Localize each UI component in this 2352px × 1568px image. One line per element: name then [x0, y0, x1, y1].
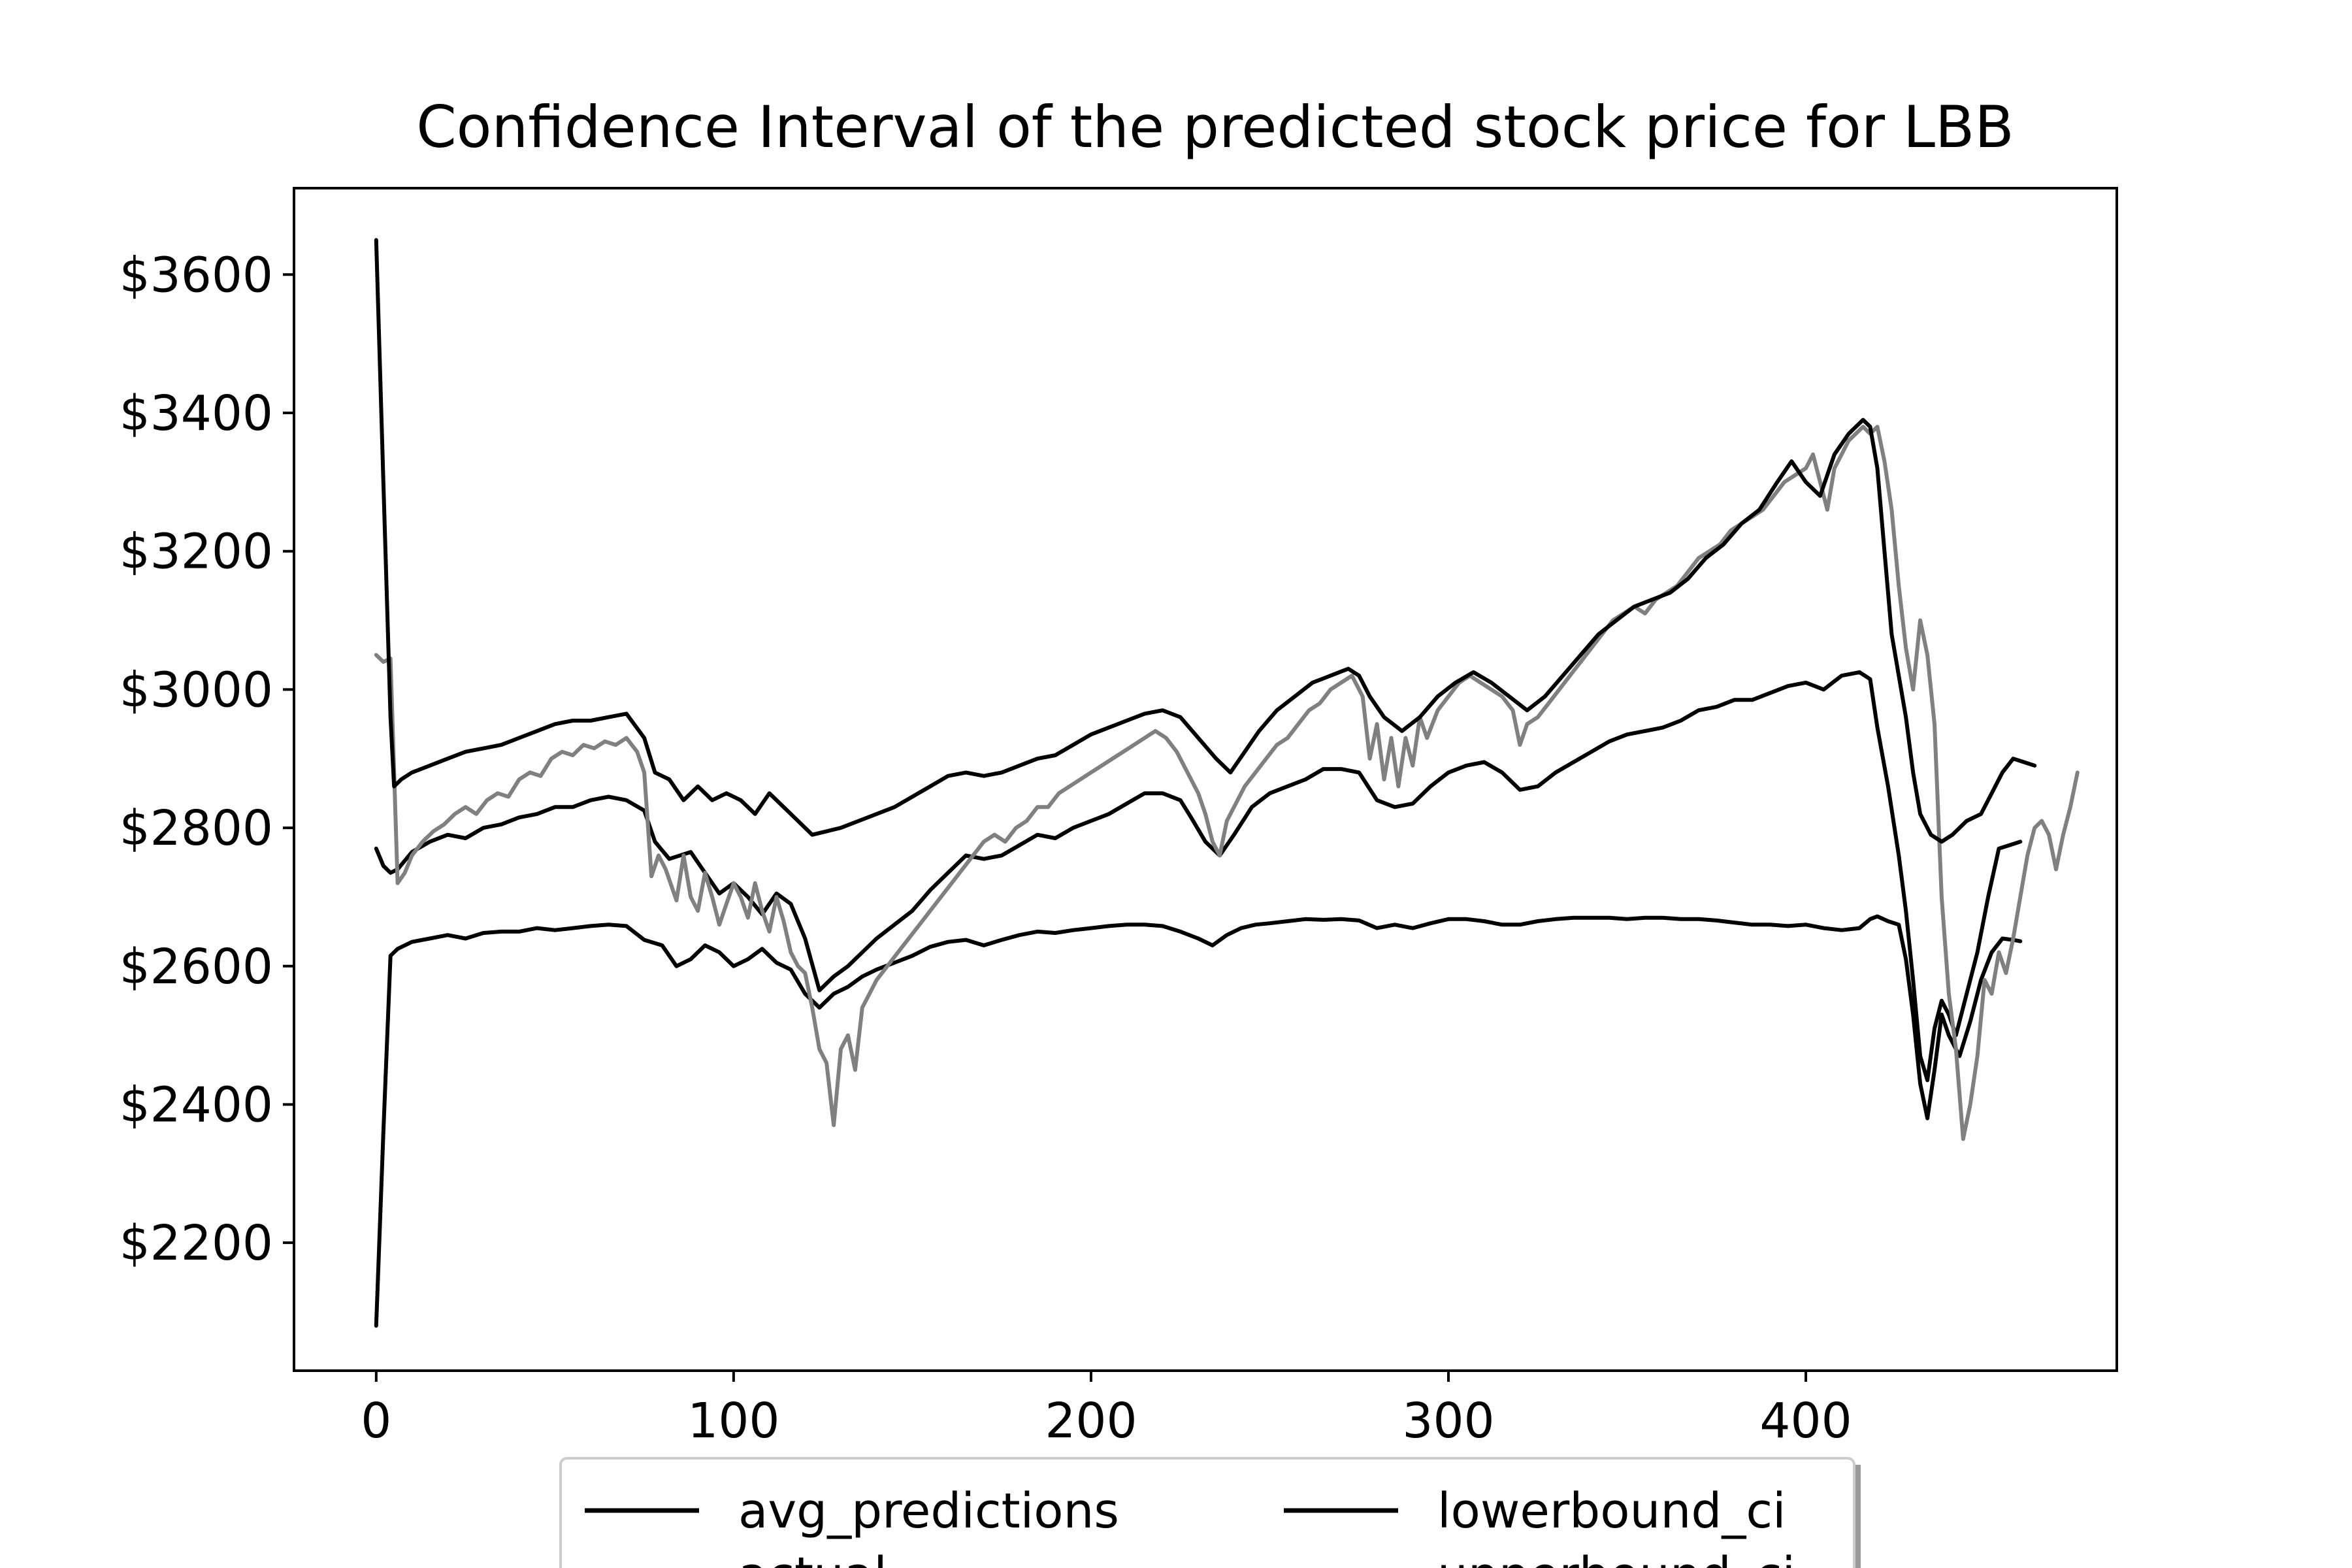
legend: avg_predictions lowerbound_ciactual upperb…	[559, 1457, 1861, 1568]
legend-label-avg-predictions: avg_predictions	[738, 1483, 1119, 1539]
x-tick-label: 400	[1759, 1393, 1852, 1449]
plot-area-frame	[293, 187, 2118, 1372]
chart-title: Confidence Interval of the predicted sto…	[416, 93, 2014, 161]
y-axis: $2200 $2400 $2600 $2800 $3000 $3200 $3400 $3600	[120, 247, 294, 1271]
x-tick-label: 0	[361, 1393, 391, 1449]
legend-label-upperbound-ci: upperbound_ci	[1437, 1547, 1795, 1568]
legend-label-actual: actual	[738, 1547, 887, 1568]
legend-entries: avg_predictions lowerbound_ciactual upperb…	[585, 1483, 1795, 1568]
y-tick-label: $2800	[120, 800, 273, 857]
x-tick-label: 100	[687, 1393, 779, 1449]
series-layer	[374, 238, 2080, 1328]
y-tick-label: $3400	[120, 385, 273, 442]
series-line-upperbound-ci	[374, 238, 2037, 844]
series-line-actual	[374, 425, 2080, 1141]
x-tick-label: 300	[1402, 1393, 1494, 1449]
x-tick-label: 200	[1045, 1393, 1137, 1449]
legend-label-lowerbound-ci: lowerbound_ci	[1437, 1483, 1786, 1539]
series-line-avg-predictions	[374, 670, 2023, 1083]
y-tick-label: $2400	[120, 1077, 273, 1133]
y-tick-label: $3200	[120, 524, 273, 580]
x-axis: 0 100 200 300 400	[361, 1371, 1852, 1449]
y-tick-label: $2200	[120, 1215, 273, 1271]
series-line-lowerbound-ci	[374, 914, 2023, 1328]
y-tick-label: $3600	[120, 247, 273, 303]
y-tick-label: $2600	[120, 939, 273, 995]
legend-box	[559, 1457, 1855, 1568]
y-tick-label: $3000	[120, 662, 273, 718]
